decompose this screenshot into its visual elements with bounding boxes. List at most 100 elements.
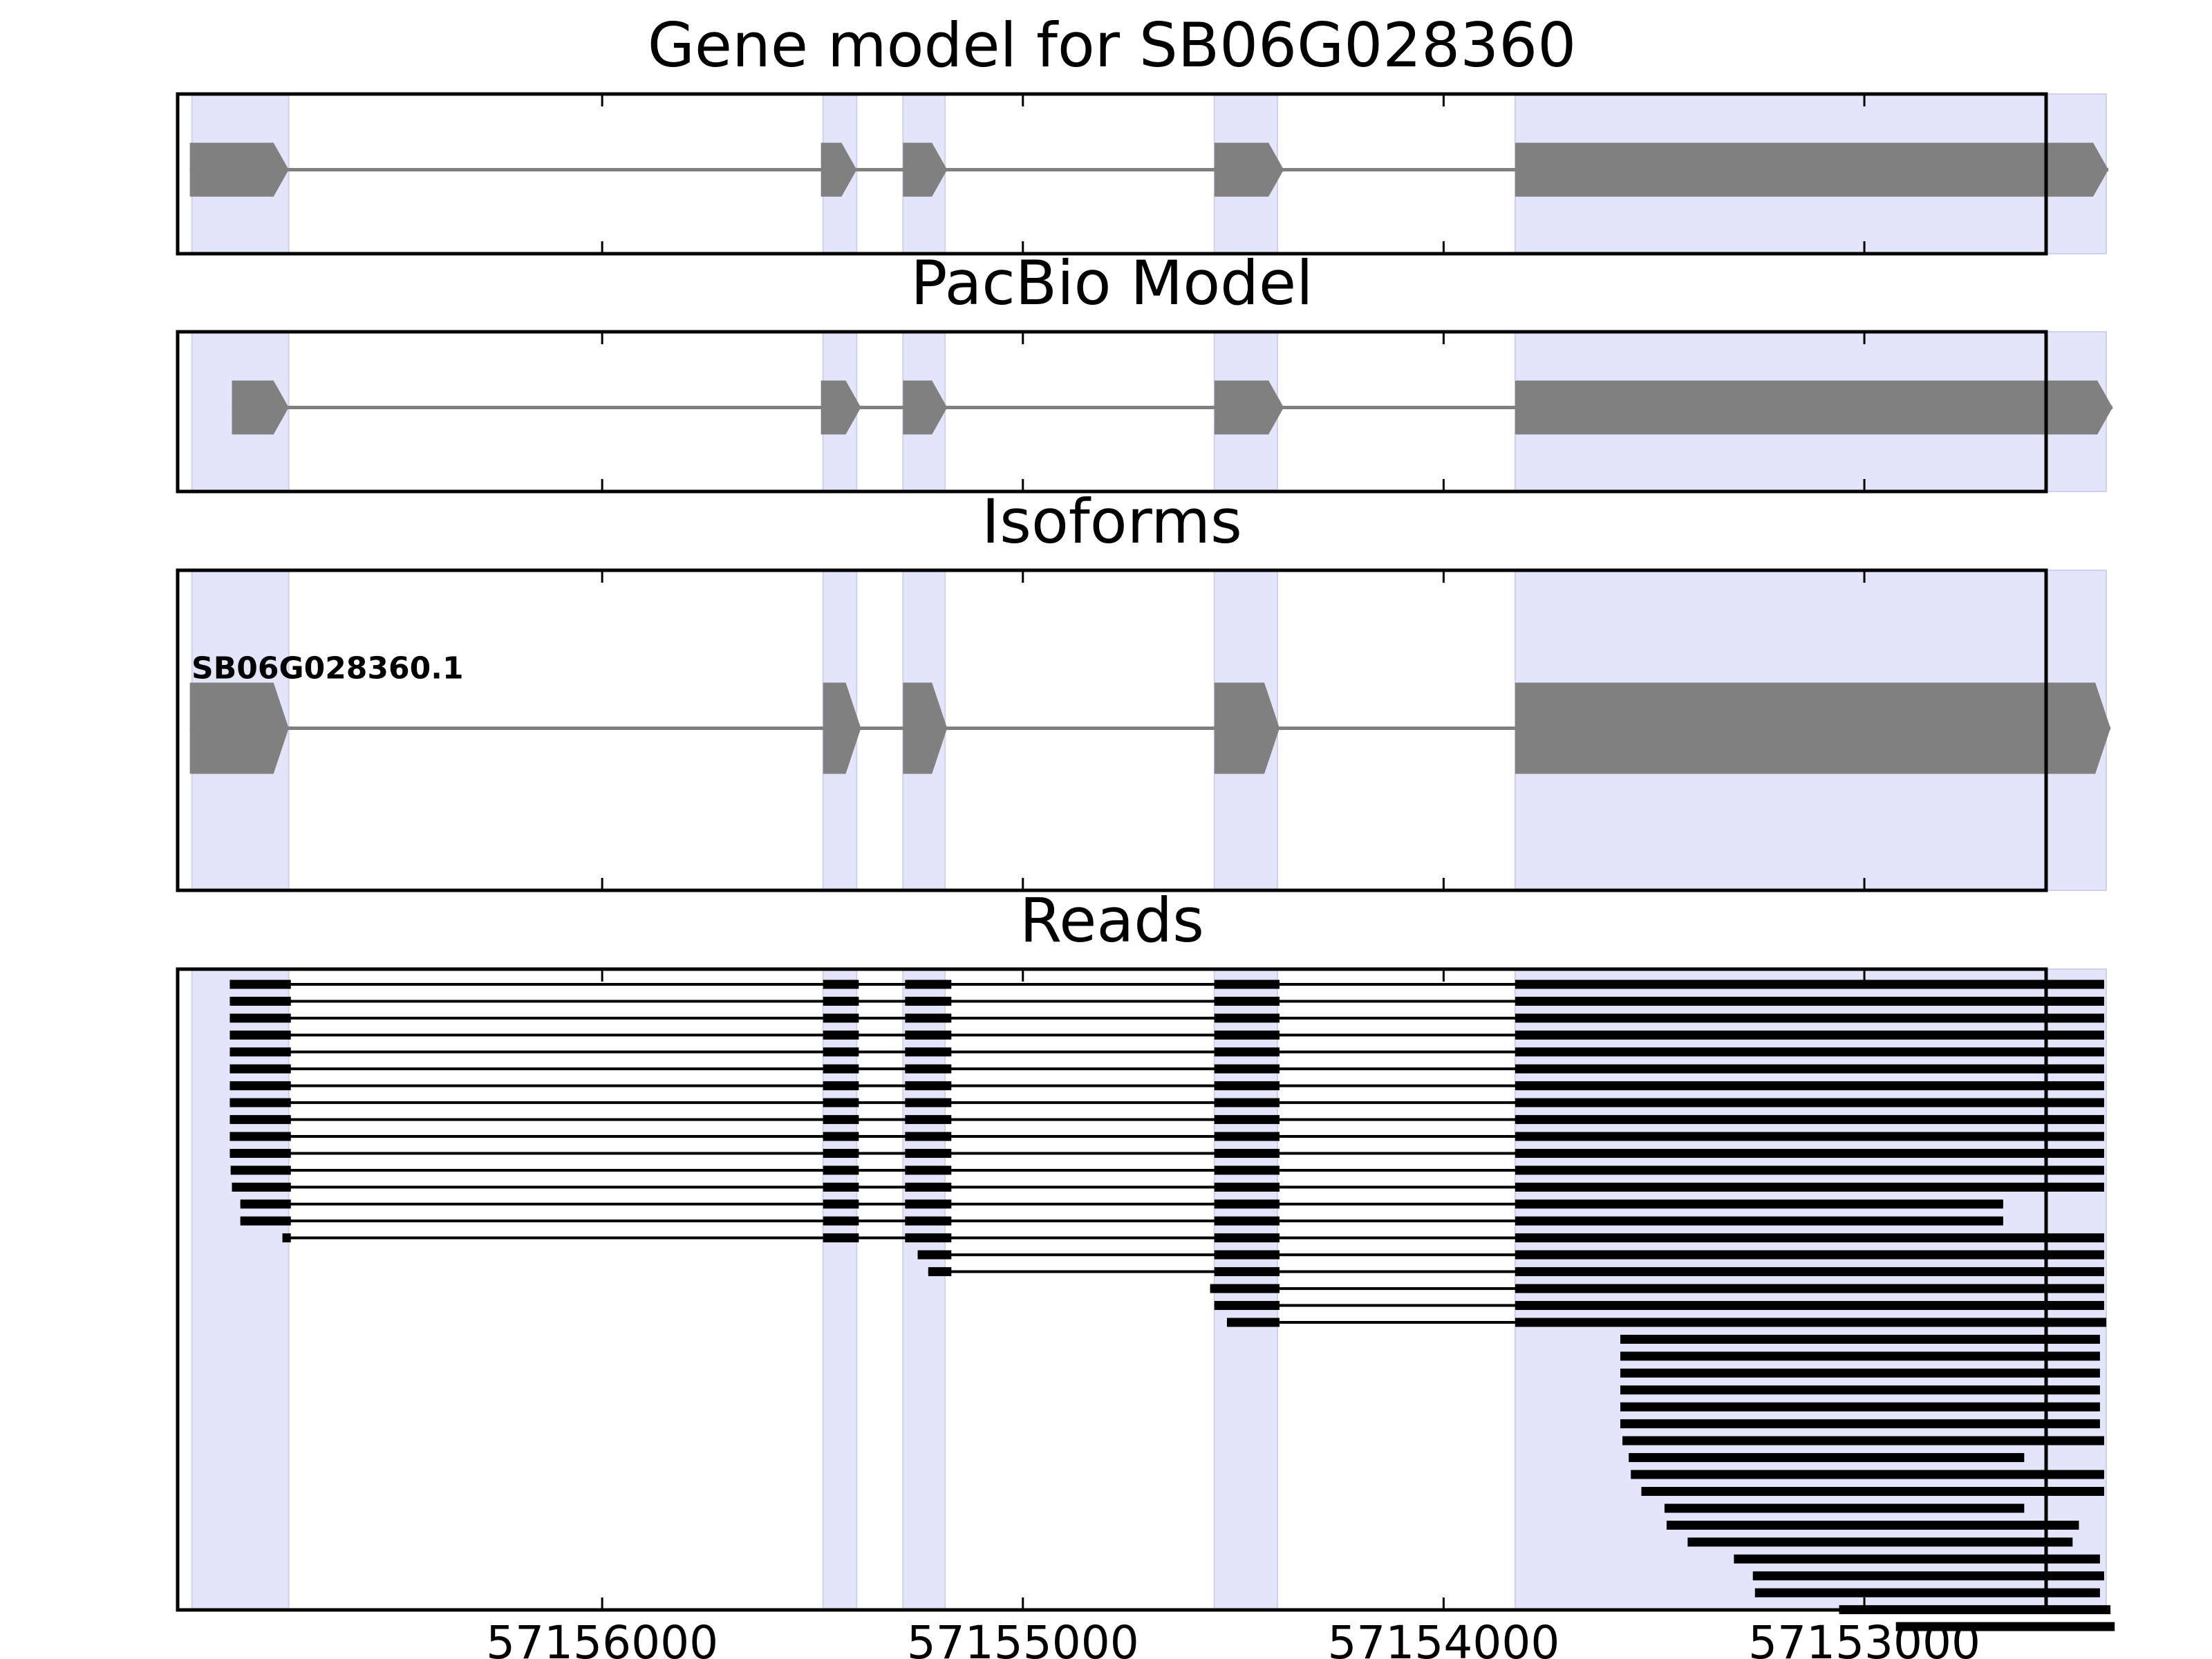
read-block-1 [1754,1588,2100,1597]
model-1-exon-1 [189,142,289,197]
track-panel-2: PacBio Model [176,247,2113,494]
read-block-5 [1515,1165,2104,1175]
read-block-3 [905,1098,952,1107]
read-block-4 [1214,1182,1280,1192]
read-39 [1895,1622,2115,1631]
read-34 [1687,1537,2073,1547]
read-block-1 [229,1064,291,1074]
read-33 [1667,1520,2079,1530]
read-10 [229,1132,2104,1141]
read-21 [1226,1318,2107,1327]
track-title: PacBio Model [910,247,1313,319]
read-block-1 [229,1098,291,1107]
read-block-2 [823,1047,859,1057]
read-block-3 [905,1115,952,1125]
read-block-1 [229,1132,291,1141]
read-block-5 [1515,1233,2104,1243]
read-block-1 [1620,1402,2100,1412]
track-title: Isoforms [982,486,1242,557]
read-24 [1620,1368,2100,1378]
read-block-4 [1214,996,1280,1006]
read-block-5 [1515,1064,2104,1074]
read-block-4 [1214,1115,1280,1125]
exon-highlight-band-1 [191,968,290,1611]
track-panel-4: Reads [176,885,2115,1631]
read-block-2 [1515,1301,2104,1311]
read-block-1 [229,1047,291,1057]
read-4 [229,1030,2104,1040]
read-37 [1754,1588,2100,1597]
model-1-exon-5 [1515,142,2109,197]
read-35 [1734,1554,2100,1564]
isoform-1-exon-4 [1214,682,1280,774]
read-block-3 [905,1081,952,1091]
read-block-3 [905,1182,952,1192]
read-block-3 [905,1064,952,1074]
read-block-5 [1515,1047,2104,1057]
read-block-1 [229,1081,291,1091]
read-17 [917,1250,2104,1259]
isoform-1-exon-1 [189,682,289,774]
model-1-exon-3 [903,142,948,197]
read-block-2 [823,980,859,989]
read-block-1 [232,1182,291,1192]
read-block-2 [1515,1318,2107,1327]
read-block-1 [1734,1554,2100,1564]
x-tick-label-4: 57153000 [1748,1616,1980,1659]
read-block-3 [905,980,952,989]
read-29 [1629,1453,2025,1463]
read-block-5 [1515,1115,2104,1125]
x-tick-label-3: 57154000 [1327,1616,1559,1659]
model-2-exon-2 [821,380,861,435]
read-block-2 [823,1081,859,1091]
read-block-5 [1515,980,2104,989]
model-1-exon-4 [1214,142,1284,197]
read-block-4 [1214,1047,1280,1057]
read-block-2 [823,1216,859,1226]
read-23 [1620,1351,2100,1361]
read-block-2 [823,1132,859,1141]
read-block-2 [823,996,859,1006]
read-block-2 [823,1115,859,1125]
panel-frame [176,330,2048,494]
read-11 [229,1149,2104,1158]
read-block-1 [230,1165,291,1175]
read-16 [282,1233,2104,1243]
x-tick-label-1: 57156000 [486,1616,718,1659]
read-block-5 [1515,996,2104,1006]
read-27 [1620,1419,2100,1429]
read-block-3 [1515,1267,2104,1277]
read-block-4 [1214,1233,1280,1243]
read-block-1 [229,980,291,989]
read-14 [240,1199,2003,1209]
read-block-3 [905,1199,952,1209]
read-block-4 [1214,1081,1280,1091]
model-2-exon-3 [903,380,948,435]
read-26 [1620,1402,2100,1412]
read-block-2 [823,1098,859,1107]
read-block-3 [905,1047,952,1057]
read-block-4 [1214,1013,1280,1023]
read-block-1 [1620,1368,2100,1378]
exon-highlight-band-2 [822,968,858,1611]
read-block-1 [1226,1318,1280,1327]
model-2-exon-4 [1214,380,1284,435]
read-block-3 [905,1233,952,1243]
isoform-1-exon-3 [903,682,948,774]
read-block-2 [823,1199,859,1209]
read-block-3 [905,1132,952,1141]
track-panel-1: Gene model for SB06G028360 [176,10,2109,256]
read-20 [1214,1301,2104,1311]
isoform-label: SB06G028360.1 [191,651,464,686]
read-block-1 [928,1267,952,1277]
track-panel-3: SB06G028360.1 Isoforms [176,486,2111,892]
read-block-5 [1515,1013,2104,1023]
read-block-4 [1214,1165,1280,1175]
tracks-layer: Gene model for SB06G028360 PacBio Model SB… [176,10,2115,1659]
track-title: Reads [1020,885,1204,956]
read-block-5 [1515,1098,2104,1107]
read-block-5 [1515,1199,2003,1209]
read-block-2 [823,1013,859,1023]
read-block-5 [1515,1030,2104,1040]
read-5 [229,1047,2104,1057]
